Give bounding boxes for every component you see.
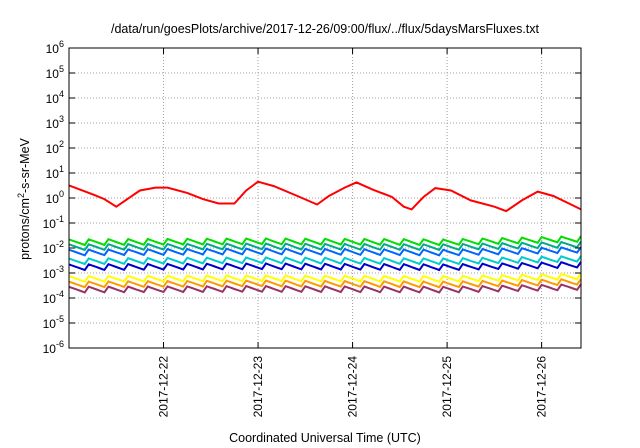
plot-frame <box>68 47 582 349</box>
y-tick-label: 104 <box>46 89 64 106</box>
series-group <box>68 180 582 294</box>
x-tick-label: 2017-12-24 <box>346 356 360 418</box>
series-line-6 <box>68 261 582 272</box>
y-tick-label: 105 <box>46 64 64 81</box>
series-line-2 <box>68 235 582 247</box>
y-tick-label: 101 <box>46 164 64 181</box>
y-axis-label: protons/cm2-s-sr-MeV <box>16 137 32 259</box>
series-line-3 <box>68 240 582 252</box>
y-tick-label: 103 <box>46 114 64 131</box>
y-tick-label: 10-5 <box>43 314 64 331</box>
y-tick-label: 10-6 <box>43 339 64 356</box>
x-axis-label: Coordinated Universal Time (UTC) <box>229 431 421 445</box>
y-tick-label: 10-2 <box>43 239 64 256</box>
series-line-4 <box>68 246 582 257</box>
y-tick-label: 102 <box>46 139 64 156</box>
series-line-7 <box>68 272 582 283</box>
x-tick-label: 2017-12-26 <box>535 356 549 418</box>
y-tick-label: 10-3 <box>43 264 64 281</box>
x-tick-label: 2017-12-22 <box>157 356 171 418</box>
x-tick-label: 2017-12-25 <box>440 356 454 418</box>
series-line-5 <box>68 255 582 266</box>
y-tick-label: 106 <box>46 39 64 56</box>
y-tick-label: 10-1 <box>43 214 64 231</box>
y-tick-label: 100 <box>46 189 64 206</box>
series-line-1 <box>68 180 582 213</box>
series-line-9 <box>68 283 582 294</box>
axis-ticks: 10-6 10-5 10-4 10-3 10-2 10-1 100 101 102 103 104 1… <box>43 39 581 417</box>
x-tick-label: 2017-12-23 <box>251 356 265 418</box>
series-line-8 <box>68 278 582 289</box>
y-tick-label: 10-4 <box>43 289 64 306</box>
chart-title: /data/run/goesPlots/archive/2017-12-26/0… <box>111 22 540 36</box>
